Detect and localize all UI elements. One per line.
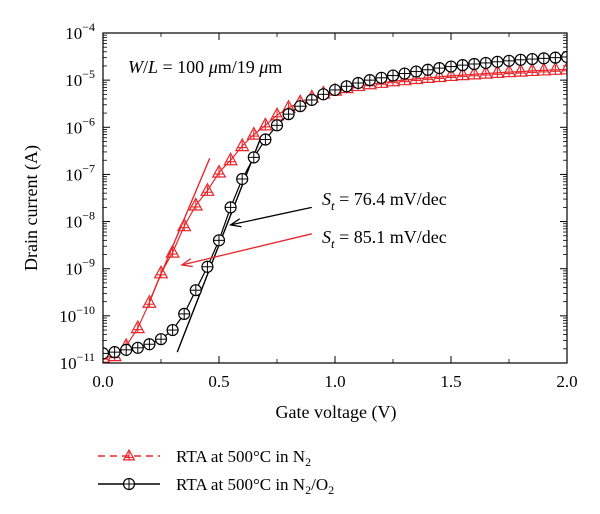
data-point xyxy=(421,63,434,76)
data-point xyxy=(479,56,492,70)
data-point xyxy=(294,100,307,113)
data-point xyxy=(363,74,376,87)
data-point xyxy=(444,60,458,73)
data-point xyxy=(201,260,214,273)
data-point xyxy=(224,201,237,214)
data-point xyxy=(176,217,192,232)
data-point xyxy=(200,182,215,196)
annotation-arrow-0 xyxy=(228,206,312,228)
data-point xyxy=(103,347,110,360)
data-series xyxy=(103,50,567,363)
data-point xyxy=(536,62,552,76)
y-axis-title: Drain current (A) xyxy=(21,145,42,271)
width-length-annotation: W/L = 100 μm/19 μm xyxy=(128,57,282,77)
data-point xyxy=(178,307,191,321)
data-point xyxy=(305,93,318,107)
data-point xyxy=(247,151,260,164)
data-point xyxy=(165,244,180,258)
y-tick-label: 10−6 xyxy=(65,114,95,137)
data-point xyxy=(559,61,567,75)
data-point xyxy=(130,319,146,334)
data-point xyxy=(246,126,262,140)
data-point xyxy=(166,323,179,337)
data-point xyxy=(502,54,516,67)
y-tick-label: 10−11 xyxy=(60,350,95,373)
data-point xyxy=(131,341,144,354)
data-point xyxy=(466,66,482,80)
legend: RTA at 500°C in N2 RTA at 500°C in N2/O2 xyxy=(98,447,334,497)
data-point xyxy=(120,343,133,356)
data-point xyxy=(524,62,540,77)
x-axis-title: Gate voltage (V) xyxy=(276,402,397,423)
x-tick-label: 0.0 xyxy=(92,372,113,391)
data-point xyxy=(548,61,563,75)
data-point xyxy=(328,83,342,97)
data-point xyxy=(501,63,517,78)
subthreshold-swing-black-label: St = 76.4 mV/dec xyxy=(322,189,447,213)
data-point xyxy=(491,55,504,68)
data-point xyxy=(526,52,539,66)
data-point xyxy=(398,67,411,80)
data-point xyxy=(234,137,250,152)
y-tick-label: 10−4 xyxy=(65,20,95,43)
data-point xyxy=(270,119,284,132)
data-point xyxy=(514,53,527,66)
x-tick-label: 0.5 xyxy=(208,372,229,391)
legend-marker-n2 xyxy=(122,448,136,461)
data-point xyxy=(259,133,272,146)
data-point xyxy=(537,52,550,65)
y-tick-label: 10−9 xyxy=(65,256,95,279)
data-point xyxy=(456,59,469,72)
data-point xyxy=(317,88,330,101)
data-point xyxy=(282,108,295,121)
data-point xyxy=(189,284,202,297)
y-tick-label: 10−5 xyxy=(65,67,95,90)
data-point xyxy=(153,265,169,279)
subthreshold-swing-red-label: St = 85.1 mV/dec xyxy=(322,227,447,251)
legend-marker-n2-o2 xyxy=(122,477,136,491)
x-tick-label: 1.0 xyxy=(324,372,345,391)
data-point xyxy=(549,51,562,64)
data-point xyxy=(433,62,446,75)
data-point xyxy=(236,172,249,186)
data-point xyxy=(478,65,494,79)
data-point xyxy=(410,65,423,78)
y-tick-label: 10−7 xyxy=(65,161,95,184)
annotation-arrow-1 xyxy=(180,233,312,268)
x-tick-label: 1.5 xyxy=(440,372,461,391)
legend-entry-n2: RTA at 500°C in N2 xyxy=(98,447,311,469)
y-tick-label: 10−10 xyxy=(59,303,95,326)
data-point xyxy=(352,76,365,90)
annotation-arrows xyxy=(180,206,312,268)
data-point xyxy=(108,346,121,359)
x-axis-ticks: 0.0 0.5 1.0 1.5 2.0 xyxy=(92,33,578,391)
series-1 xyxy=(103,50,567,360)
data-point xyxy=(468,57,481,71)
data-point xyxy=(513,63,528,77)
data-point xyxy=(340,80,353,93)
data-point xyxy=(560,50,567,64)
x-tick-label: 2.0 xyxy=(556,372,577,391)
y-tick-label: 10−8 xyxy=(65,209,95,232)
data-point xyxy=(223,151,238,166)
legend-entry-n2-o2: RTA at 500°C in N2/O2 xyxy=(98,475,334,497)
data-point xyxy=(375,71,388,84)
data-point xyxy=(386,69,400,82)
legend-label-n2-o2: RTA at 500°C in N2/O2 xyxy=(176,475,334,497)
data-point xyxy=(212,234,226,247)
data-point xyxy=(143,338,156,351)
data-point xyxy=(455,66,470,81)
plot-frame xyxy=(102,32,568,364)
data-point xyxy=(154,333,168,346)
data-point xyxy=(258,117,273,131)
data-point xyxy=(490,64,505,78)
data-point xyxy=(142,294,157,308)
data-point xyxy=(211,164,227,178)
legend-label-n2: RTA at 500°C in N2 xyxy=(176,447,311,469)
data-point xyxy=(188,197,204,211)
